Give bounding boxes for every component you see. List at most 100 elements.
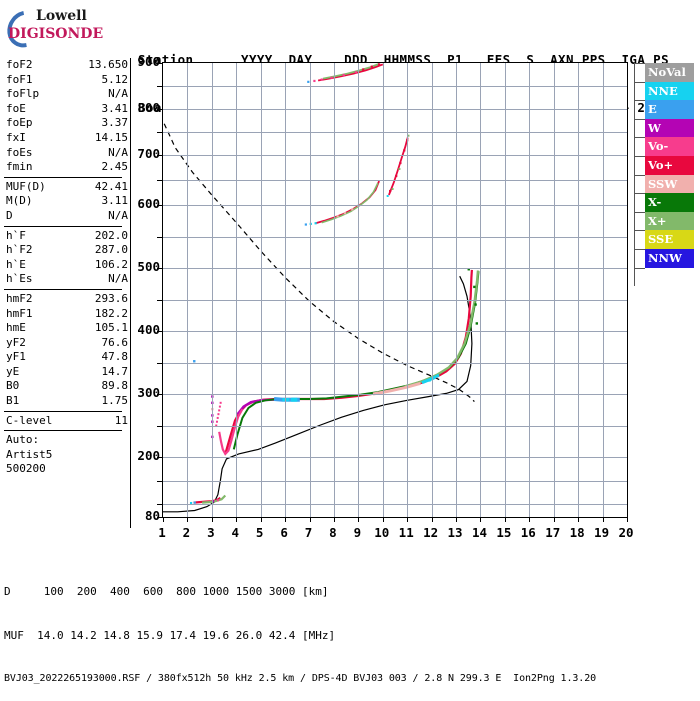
trace-point [354,71,358,74]
param-row: fxI 14.15 [4,131,130,146]
trace-point [336,215,339,218]
grid-line-vertical [480,63,482,517]
trace-point [407,134,410,137]
x-axis-label: 2 [182,525,191,540]
param-row: B0 89.8 [4,379,130,394]
legend-rule-tick [634,193,645,195]
grid-line-vertical [285,63,287,517]
param-value: N/A [108,87,128,101]
param-row: C-level 11 [4,414,130,429]
grid-line-horizontal [163,504,627,505]
param-value: 1.75 [101,394,129,408]
param-key: h`F [6,228,26,242]
param-value: N/A [108,208,128,222]
param-key: h`Es [6,272,33,286]
param-row: B1 1.75 [4,394,130,409]
param-key: h`E [6,257,26,271]
param-row: foF2 13.650 [4,58,130,73]
grid-line-vertical [553,63,555,517]
param-group-divider [4,288,122,290]
legend-item-x-[interactable]: X+ [645,211,694,231]
y-axis-label: 800 [137,100,160,115]
y-axis-tick [157,236,163,238]
param-key: hmF2 [6,291,33,305]
trace-point [218,409,221,412]
x-axis-label: 5 [255,525,264,540]
ionogram-plot-area[interactable] [157,62,628,522]
trace-point [307,80,310,83]
trace-point [431,376,435,380]
param-value: 76.6 [101,335,129,349]
direction-legend[interactable]: NoVal NNE E W Vo- Vo+ SSW X- X+ SSE NNW [645,63,694,268]
x-axis-tick [553,517,555,522]
grid-line-horizontal [163,299,627,301]
y-axis-tick [157,109,163,110]
y-axis-label: 80 [144,508,160,523]
param-key: fmin [6,160,33,174]
param-value: 13.650 [88,58,128,71]
legend-item-e[interactable]: E [645,100,694,119]
param-row: foEs N/A [4,146,130,161]
legend-rule-tick [634,100,645,102]
legend-item-sse[interactable]: SSE [645,230,694,249]
param-key: h`F2 [6,243,33,257]
param-row: hmF1 182.2 [4,307,130,322]
y-axis-tick [157,394,163,395]
param-value: 3.41 [101,101,129,115]
legend-rule-tick [634,174,645,176]
grid-line-horizontal [163,180,627,181]
trace-point [351,208,354,211]
legend-item-vo-[interactable]: Vo- [645,137,694,156]
legend-item-vo-[interactable]: Vo+ [645,155,694,175]
param-value: 42.41 [94,179,128,193]
x-axis-label: 9 [353,525,362,540]
param-key: foEp [6,116,33,130]
param-row: MUF(D) 42.41 [4,180,130,195]
x-axis-tick [309,517,311,522]
legend-item-x-[interactable]: X- [645,193,694,212]
legend-rule-tick [634,211,645,213]
grid-line-horizontal [163,425,627,427]
y-axis-label: 300 [137,385,160,400]
y-axis-tick [157,132,163,133]
param-group-divider [4,176,122,178]
legend-item-noval[interactable]: NoVal [645,63,694,82]
trace-point [398,168,401,170]
grid-line-horizontal [163,155,627,156]
x-axis-label: 10 [374,525,390,540]
x-axis-label: 14 [471,525,487,540]
trace-path [202,494,227,504]
trace-point [362,68,365,71]
trace-point [211,500,215,503]
param-row: yE 14.7 [4,365,130,380]
legend-item-nne[interactable]: NNE [645,81,694,101]
x-axis-label: 18 [569,525,585,540]
param-row: foE 3.41 [4,102,130,117]
param-note-text: Artist5 [6,447,53,461]
grid-line-horizontal [163,86,627,87]
trace-point [320,78,323,81]
grid-line-vertical [187,63,189,517]
y-axis-tick [157,517,163,518]
x-axis-tick [333,517,335,522]
param-value: 293.6 [94,291,128,305]
trace-point [475,322,479,325]
param-row: hmE 105.1 [4,321,130,336]
param-group-divider [4,225,122,227]
legend-rule-tick [634,81,645,83]
trace-point [216,416,219,419]
x-axis-tick [358,517,360,522]
x-axis-tick [578,517,580,522]
param-value: 14.15 [94,130,128,144]
grid-line-vertical [358,63,360,517]
y-axis-tick [157,480,163,482]
legend-item-ssw[interactable]: SSW [645,174,694,194]
legend-item-nnw[interactable]: NNW [645,248,694,268]
param-row: D N/A [4,209,130,224]
legend-item-w[interactable]: W [645,118,694,138]
grid-line-vertical [211,63,213,517]
param-key: B0 [6,379,20,393]
trace-point [313,79,316,83]
x-axis-tick [456,517,458,522]
param-row: yF2 76.6 [4,336,130,351]
